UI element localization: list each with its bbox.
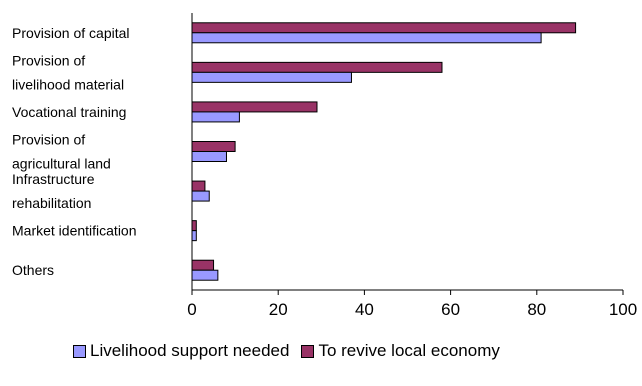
- x-tick-label-1: 20: [269, 300, 288, 319]
- category-label-6: Others: [12, 262, 54, 278]
- category-label-3: Provision of agricultural land: [12, 132, 111, 172]
- x-axis-ticks: 0 20 40 60 80 100: [187, 290, 637, 319]
- bar-livelihood-2: [191, 111, 240, 123]
- x-tick-label-0: 0: [187, 300, 196, 319]
- bars: [191, 22, 577, 281]
- bar-local-economy-6: [191, 259, 215, 271]
- bar-livelihood-3: [191, 151, 227, 162]
- x-tick-label-2: 40: [355, 300, 374, 319]
- bar-livelihood-6: [191, 269, 219, 281]
- category-label-4: Infrastructure rehabilitation: [12, 171, 95, 211]
- legend-swatch-local-economy: [301, 344, 315, 358]
- legend: Livelihood support needed To revive loca…: [73, 338, 512, 364]
- category-labels: Provision of capital Provision of liveliho…: [12, 25, 137, 278]
- category-label-1: Provision of livelihood material: [12, 52, 124, 92]
- bar-local-economy-2: [191, 101, 318, 113]
- legend-item-livelihood: Livelihood support needed: [73, 341, 289, 361]
- bar-local-economy-1: [191, 61, 443, 73]
- x-tick-label-5: 100: [609, 300, 637, 319]
- bar-local-economy-5: [191, 220, 197, 232]
- bar-livelihood-1: [191, 71, 352, 83]
- legend-swatch-livelihood: [73, 344, 86, 358]
- category-label-2: Vocational training: [12, 104, 126, 120]
- legend-label-livelihood: Livelihood support needed: [90, 341, 290, 360]
- category-label-0: Provision of capital: [12, 25, 130, 41]
- bar-local-economy-3: [191, 141, 236, 152]
- bar-livelihood-5: [191, 230, 197, 242]
- legend-label-local-economy: To revive local economy: [318, 341, 500, 360]
- x-tick-label-3: 60: [441, 300, 460, 319]
- bar-chart: Provision of capital Provision of liveliho…: [12, 13, 637, 319]
- legend-item-local-economy: To revive local economy: [301, 341, 500, 361]
- bar-livelihood-0: [191, 32, 542, 44]
- bar-local-economy-0: [191, 22, 577, 34]
- category-label-5: Market identification: [12, 223, 137, 239]
- bar-local-economy-4: [191, 180, 206, 192]
- x-tick-label-4: 80: [527, 300, 546, 319]
- bar-livelihood-4: [191, 190, 210, 202]
